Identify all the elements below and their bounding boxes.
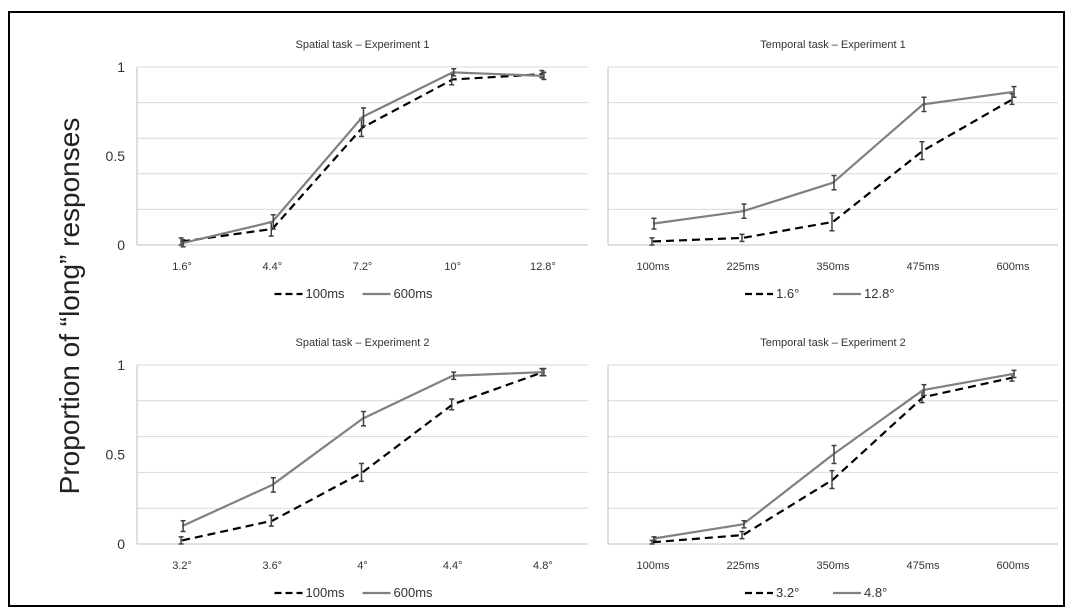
- panel-title: Temporal task – Experiment 2: [760, 337, 906, 349]
- figure-frame: [8, 11, 1065, 607]
- series-line-1: [181, 73, 543, 243]
- series-line-2: [652, 90, 1014, 225]
- legend: 3.2° 4.8°: [745, 585, 887, 600]
- x-tick-label: 1.6°: [172, 261, 192, 273]
- x-tick-label: 100ms: [636, 560, 670, 572]
- chart-panel-2: Temporal task – Experiment 1 100ms 225ms 35…: [607, 39, 1058, 301]
- x-tick-label: 100ms: [636, 261, 670, 273]
- y-tick-label: 0.5: [106, 148, 126, 164]
- series-line-1: [652, 98, 1014, 243]
- chart-panel-3: Spatial task – Experiment 2 0 0.5 1 3.2° 3.6°…: [106, 337, 588, 600]
- chart-panel-1: Spatial task – Experiment 1 0 0.5 1 1.6° 4.4°…: [106, 39, 588, 301]
- x-tick-label: 3.2°: [172, 560, 192, 572]
- legend: 1.6° 12.8°: [745, 286, 895, 301]
- panel-title: Spatial task – Experiment 2: [296, 337, 430, 349]
- series-line-2: [181, 71, 543, 245]
- y-tick-label: 0: [117, 536, 125, 552]
- x-tick-label: 475ms: [906, 261, 940, 273]
- x-tick-label: 4.4°: [262, 261, 282, 273]
- series-line-1: [652, 376, 1014, 544]
- x-tick-label: 3.6°: [262, 560, 282, 572]
- panel-title: Temporal task – Experiment 1: [760, 39, 906, 51]
- series-line-2: [652, 372, 1014, 540]
- legend-label-2: 600ms: [394, 585, 434, 600]
- x-tick-label: 12.8°: [530, 261, 556, 273]
- y-tick-label: 0: [117, 237, 125, 253]
- chart-panel-4: Temporal task – Experiment 2 100ms 225ms 35…: [607, 337, 1058, 600]
- x-tick-label: 350ms: [816, 560, 850, 572]
- x-tick-label: 4.8°: [533, 560, 553, 572]
- y-tick-label: 1: [117, 357, 125, 373]
- x-tick-label: 600ms: [996, 560, 1030, 572]
- legend-label-1: 3.2°: [776, 585, 799, 600]
- series-line-1: [181, 371, 544, 542]
- panel-title: Spatial task – Experiment 1: [296, 39, 430, 51]
- legend-label-2: 12.8°: [864, 286, 895, 301]
- legend: 100ms 600ms: [274, 585, 434, 600]
- legend: 100ms 600ms: [274, 286, 434, 301]
- x-tick-label: 4.4°: [443, 560, 463, 572]
- legend-label-2: 4.8°: [864, 585, 887, 600]
- legend-label-1: 100ms: [306, 585, 346, 600]
- legend-label-2: 600ms: [394, 286, 434, 301]
- legend-label-1: 100ms: [306, 286, 346, 301]
- y-tick-label: 0.5: [106, 447, 126, 463]
- x-tick-label: 350ms: [816, 261, 850, 273]
- x-tick-label: 225ms: [726, 560, 760, 572]
- x-tick-label: 225ms: [726, 261, 760, 273]
- legend-label-1: 1.6°: [776, 286, 799, 301]
- x-tick-label: 475ms: [906, 560, 940, 572]
- x-tick-label: 7.2°: [353, 261, 373, 273]
- series-line-2: [181, 371, 543, 528]
- x-tick-label: 600ms: [996, 261, 1030, 273]
- x-tick-label: 10°: [444, 261, 461, 273]
- x-tick-label: 4°: [357, 560, 368, 572]
- y-tick-label: 1: [117, 59, 125, 75]
